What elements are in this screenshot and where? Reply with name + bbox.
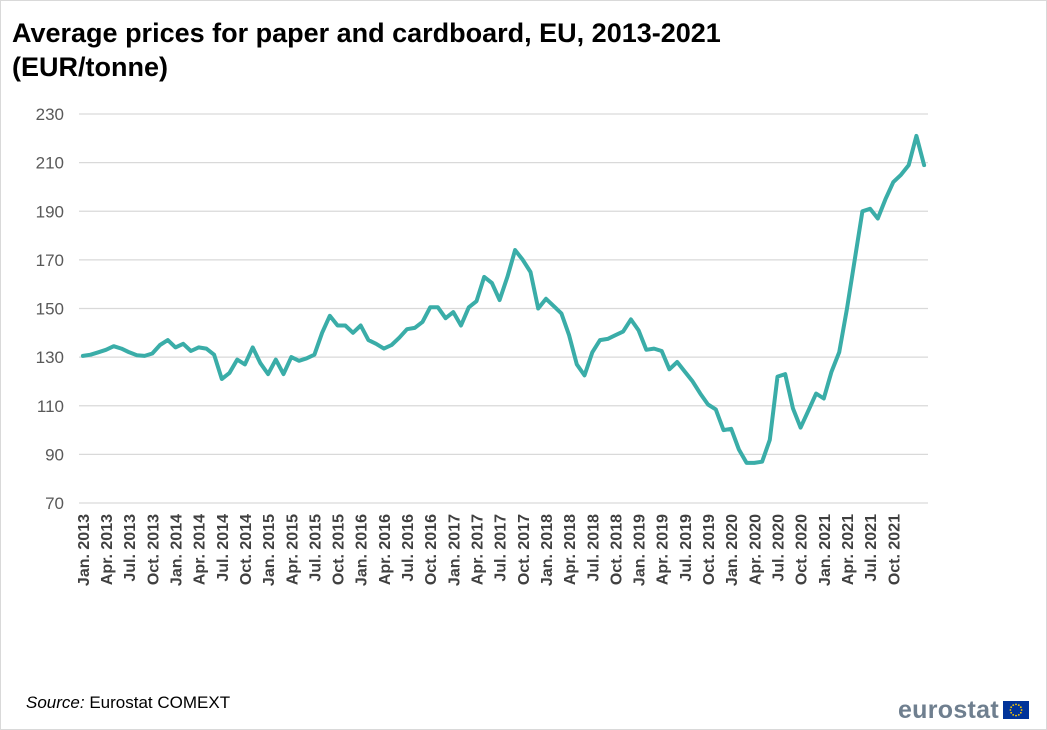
x-tick-label: Apr. 2021: [840, 514, 857, 585]
x-tick-label: Oct. 2018: [608, 514, 625, 585]
flag-star: [1010, 706, 1013, 709]
series-line: [80, 133, 927, 465]
x-tick-label: Apr. 2014: [192, 514, 209, 585]
y-tick-label: 110: [37, 397, 64, 416]
x-tick-label: Oct. 2014: [238, 514, 255, 585]
x-tick-label: Apr. 2019: [655, 514, 672, 585]
x-tick-label: Apr. 2017: [469, 514, 486, 585]
flag-star: [1010, 711, 1013, 714]
flag-star: [1012, 713, 1015, 716]
x-tick-label: Oct. 2019: [701, 514, 718, 585]
x-tick-label: Jan. 2021: [817, 514, 834, 586]
y-axis: 70 90 110 130 150 170 190 210 230: [36, 105, 64, 513]
x-tick-label: Jul. 2021: [863, 514, 880, 582]
x-tick-label: Jul. 2014: [215, 514, 232, 582]
eu-flag-icon: [1003, 701, 1029, 719]
x-tick-label: Jul. 2015: [307, 514, 324, 582]
x-tick-label: Oct. 2013: [145, 514, 162, 585]
flag-star: [1015, 714, 1017, 717]
x-tick-label: Jan. 2013: [76, 514, 93, 586]
eurostat-logo: eurostat: [898, 696, 1029, 724]
x-tick-label: Oct. 2020: [794, 514, 811, 585]
flag-star: [1012, 704, 1015, 707]
x-tick-label: Apr. 2016: [377, 514, 394, 585]
gridlines: [79, 113, 928, 504]
flag-star: [1019, 711, 1022, 714]
source-text: Eurostat COMEXT: [89, 693, 231, 712]
x-tick-label: Jul. 2020: [770, 514, 787, 582]
y-tick-label: 210: [36, 154, 64, 173]
x-tick-label: Jul. 2013: [122, 514, 139, 582]
x-tick-label: Oct. 2017: [516, 514, 533, 585]
series-lines: [80, 133, 927, 465]
flag-star: [1017, 704, 1020, 707]
flag-star: [1017, 713, 1020, 716]
flag-star: [1015, 703, 1017, 706]
y-tick-label: 90: [45, 445, 64, 464]
y-tick-label: 70: [45, 494, 64, 513]
flag-star: [1019, 706, 1022, 709]
x-tick-label: Jan. 2018: [539, 514, 556, 586]
x-tick-label: Jan. 2019: [632, 514, 649, 586]
x-tick-label: Jan. 2017: [446, 514, 463, 586]
flag-star: [1020, 709, 1023, 711]
x-tick-label: Jul. 2018: [585, 514, 602, 582]
source-note: Source: Eurostat COMEXT: [26, 693, 230, 713]
flag-star: [1009, 709, 1012, 711]
x-tick-label: Apr. 2018: [562, 514, 579, 585]
x-tick-label: Jan. 2015: [261, 514, 278, 586]
y-tick-label: 230: [36, 105, 64, 124]
x-tick-label: Jan. 2014: [168, 514, 185, 586]
chart-title: Average prices for paper and cardboard, …: [12, 18, 721, 82]
x-tick-label: Apr. 2020: [747, 514, 764, 585]
y-tick-label: 130: [36, 348, 64, 367]
x-tick-label: Oct. 2016: [423, 514, 440, 585]
x-axis: Jan. 2013 Apr. 2013 Jul. 2013 Oct. 2013 Jan.…: [76, 514, 903, 586]
brand-text: eurostat: [897, 695, 999, 724]
y-tick-label: 190: [36, 202, 64, 221]
x-tick-label: Jul. 2019: [678, 514, 695, 582]
x-tick-label: Apr. 2015: [284, 514, 301, 585]
x-tick-label: Oct. 2015: [331, 514, 348, 585]
x-tick-label: Oct. 2021: [886, 514, 903, 585]
x-tick-label: Jan. 2016: [354, 514, 371, 586]
x-tick-label: Jul. 2016: [400, 514, 417, 582]
x-tick-label: Jul. 2017: [493, 514, 510, 582]
x-tick-label: Apr. 2013: [99, 514, 116, 585]
source-label: Source:: [26, 693, 85, 712]
y-tick-label: 170: [36, 251, 64, 270]
x-tick-label: Jan. 2020: [724, 514, 741, 586]
y-tick-label: 150: [36, 300, 64, 319]
